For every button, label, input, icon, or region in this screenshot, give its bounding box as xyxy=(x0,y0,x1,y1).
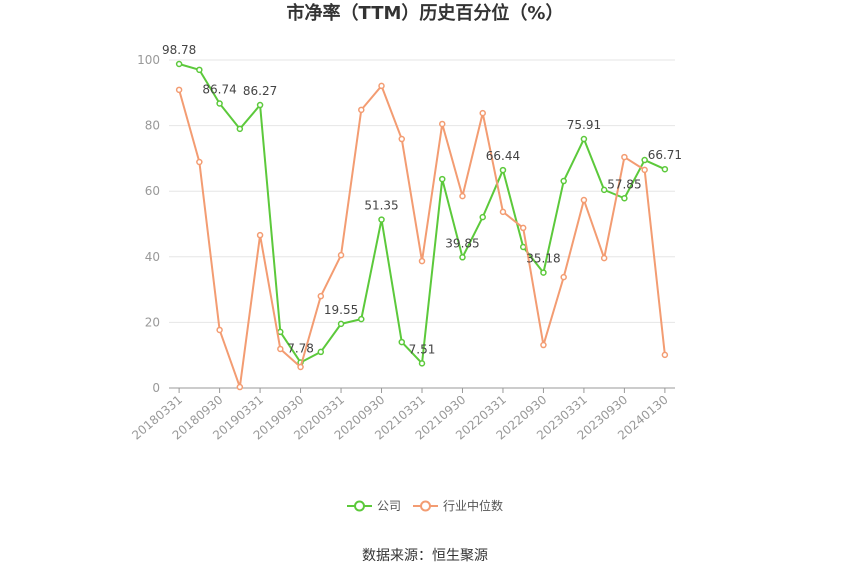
data-label: 7.78 xyxy=(287,341,314,355)
data-point-company[interactable] xyxy=(621,195,628,202)
y-tick-label: 40 xyxy=(145,250,160,264)
data-point-industry-median[interactable] xyxy=(438,120,446,128)
y-tick-label: 20 xyxy=(145,315,160,329)
data-point-industry-median[interactable] xyxy=(337,251,345,259)
data-point-industry-median[interactable] xyxy=(621,153,628,161)
data-point-company[interactable] xyxy=(418,360,426,367)
data-point-company[interactable] xyxy=(600,186,608,194)
data-point-industry-median[interactable] xyxy=(277,345,284,353)
legend-label-company: 公司 xyxy=(376,499,401,513)
data-point-industry-median[interactable] xyxy=(661,351,669,359)
data-point-industry-median[interactable] xyxy=(641,166,648,174)
data-point-company[interactable] xyxy=(560,177,567,185)
data-point-company[interactable] xyxy=(519,243,527,251)
data-point-company[interactable] xyxy=(196,66,203,74)
data-point-company[interactable] xyxy=(398,338,406,346)
data-point-company[interactable] xyxy=(175,60,183,68)
data-point-company[interactable] xyxy=(378,216,385,223)
data-point-company[interactable] xyxy=(661,165,669,173)
data-point-industry-median[interactable] xyxy=(175,86,183,94)
data-label: 51.35 xyxy=(364,199,398,213)
data-point-industry-median[interactable] xyxy=(236,383,244,391)
data-label: 75.91 xyxy=(567,118,601,132)
data-point-company[interactable] xyxy=(337,320,345,328)
data-label: 86.74 xyxy=(202,82,236,96)
y-tick-label: 80 xyxy=(145,119,160,133)
data-point-industry-median[interactable] xyxy=(256,231,264,239)
data-source-note: 数据来源：恒生聚源 xyxy=(362,548,488,564)
data-label: 7.51 xyxy=(409,342,436,356)
data-point-company[interactable] xyxy=(438,175,446,183)
data-point-industry-median[interactable] xyxy=(459,192,466,200)
data-point-industry-median[interactable] xyxy=(580,196,588,204)
data-point-company[interactable] xyxy=(479,213,486,221)
data-label: 57.85 xyxy=(607,177,641,191)
legend-item-company[interactable]: 公司 xyxy=(346,497,401,514)
y-tick-label: 60 xyxy=(145,184,160,198)
data-label: 98.78 xyxy=(162,43,196,57)
legend-item-industry-median[interactable]: 行业中位数 xyxy=(413,497,503,514)
data-label: 86.27 xyxy=(243,84,277,98)
data-point-industry-median[interactable] xyxy=(216,326,223,334)
data-point-company[interactable] xyxy=(236,125,244,133)
data-point-company[interactable] xyxy=(540,269,547,276)
data-point-company[interactable] xyxy=(216,100,223,107)
data-point-company[interactable] xyxy=(459,254,466,261)
y-tick-label: 100 xyxy=(137,53,160,67)
data-label: 35.18 xyxy=(526,252,560,266)
data-label: 66.71 xyxy=(648,148,682,162)
data-label: 66.44 xyxy=(486,149,520,163)
line-circle-legend-icon xyxy=(413,500,438,511)
data-point-company[interactable] xyxy=(499,166,507,174)
data-point-company[interactable] xyxy=(317,348,325,356)
data-point-industry-median[interactable] xyxy=(297,363,304,371)
data-point-industry-median[interactable] xyxy=(560,273,567,281)
data-point-industry-median[interactable] xyxy=(418,257,426,265)
y-tick-label: 0 xyxy=(152,381,160,395)
data-point-industry-median[interactable] xyxy=(479,109,486,117)
data-point-industry-median[interactable] xyxy=(398,135,406,143)
data-point-industry-median[interactable] xyxy=(378,82,385,90)
chart-title: 市净率（TTM）历史百分位（%） xyxy=(286,3,564,24)
data-point-company[interactable] xyxy=(358,315,365,323)
data-label: 19.55 xyxy=(324,303,358,317)
legend-label-industry-median: 行业中位数 xyxy=(443,499,504,513)
data-point-industry-median[interactable] xyxy=(358,106,365,114)
series-line-company xyxy=(178,63,666,365)
data-point-industry-median[interactable] xyxy=(317,292,325,300)
data-point-company[interactable] xyxy=(641,156,648,164)
data-point-company[interactable] xyxy=(256,101,264,109)
data-point-industry-median[interactable] xyxy=(600,254,608,262)
data-label: 39.85 xyxy=(445,236,479,250)
line-circle-legend-icon xyxy=(346,500,372,511)
data-point-industry-median[interactable] xyxy=(196,158,203,166)
data-point-industry-median[interactable] xyxy=(540,341,547,349)
legend: 公司 行业中位数 xyxy=(0,497,850,514)
data-point-industry-median[interactable] xyxy=(519,224,527,232)
data-point-company[interactable] xyxy=(580,135,588,143)
data-point-industry-median[interactable] xyxy=(499,208,507,216)
